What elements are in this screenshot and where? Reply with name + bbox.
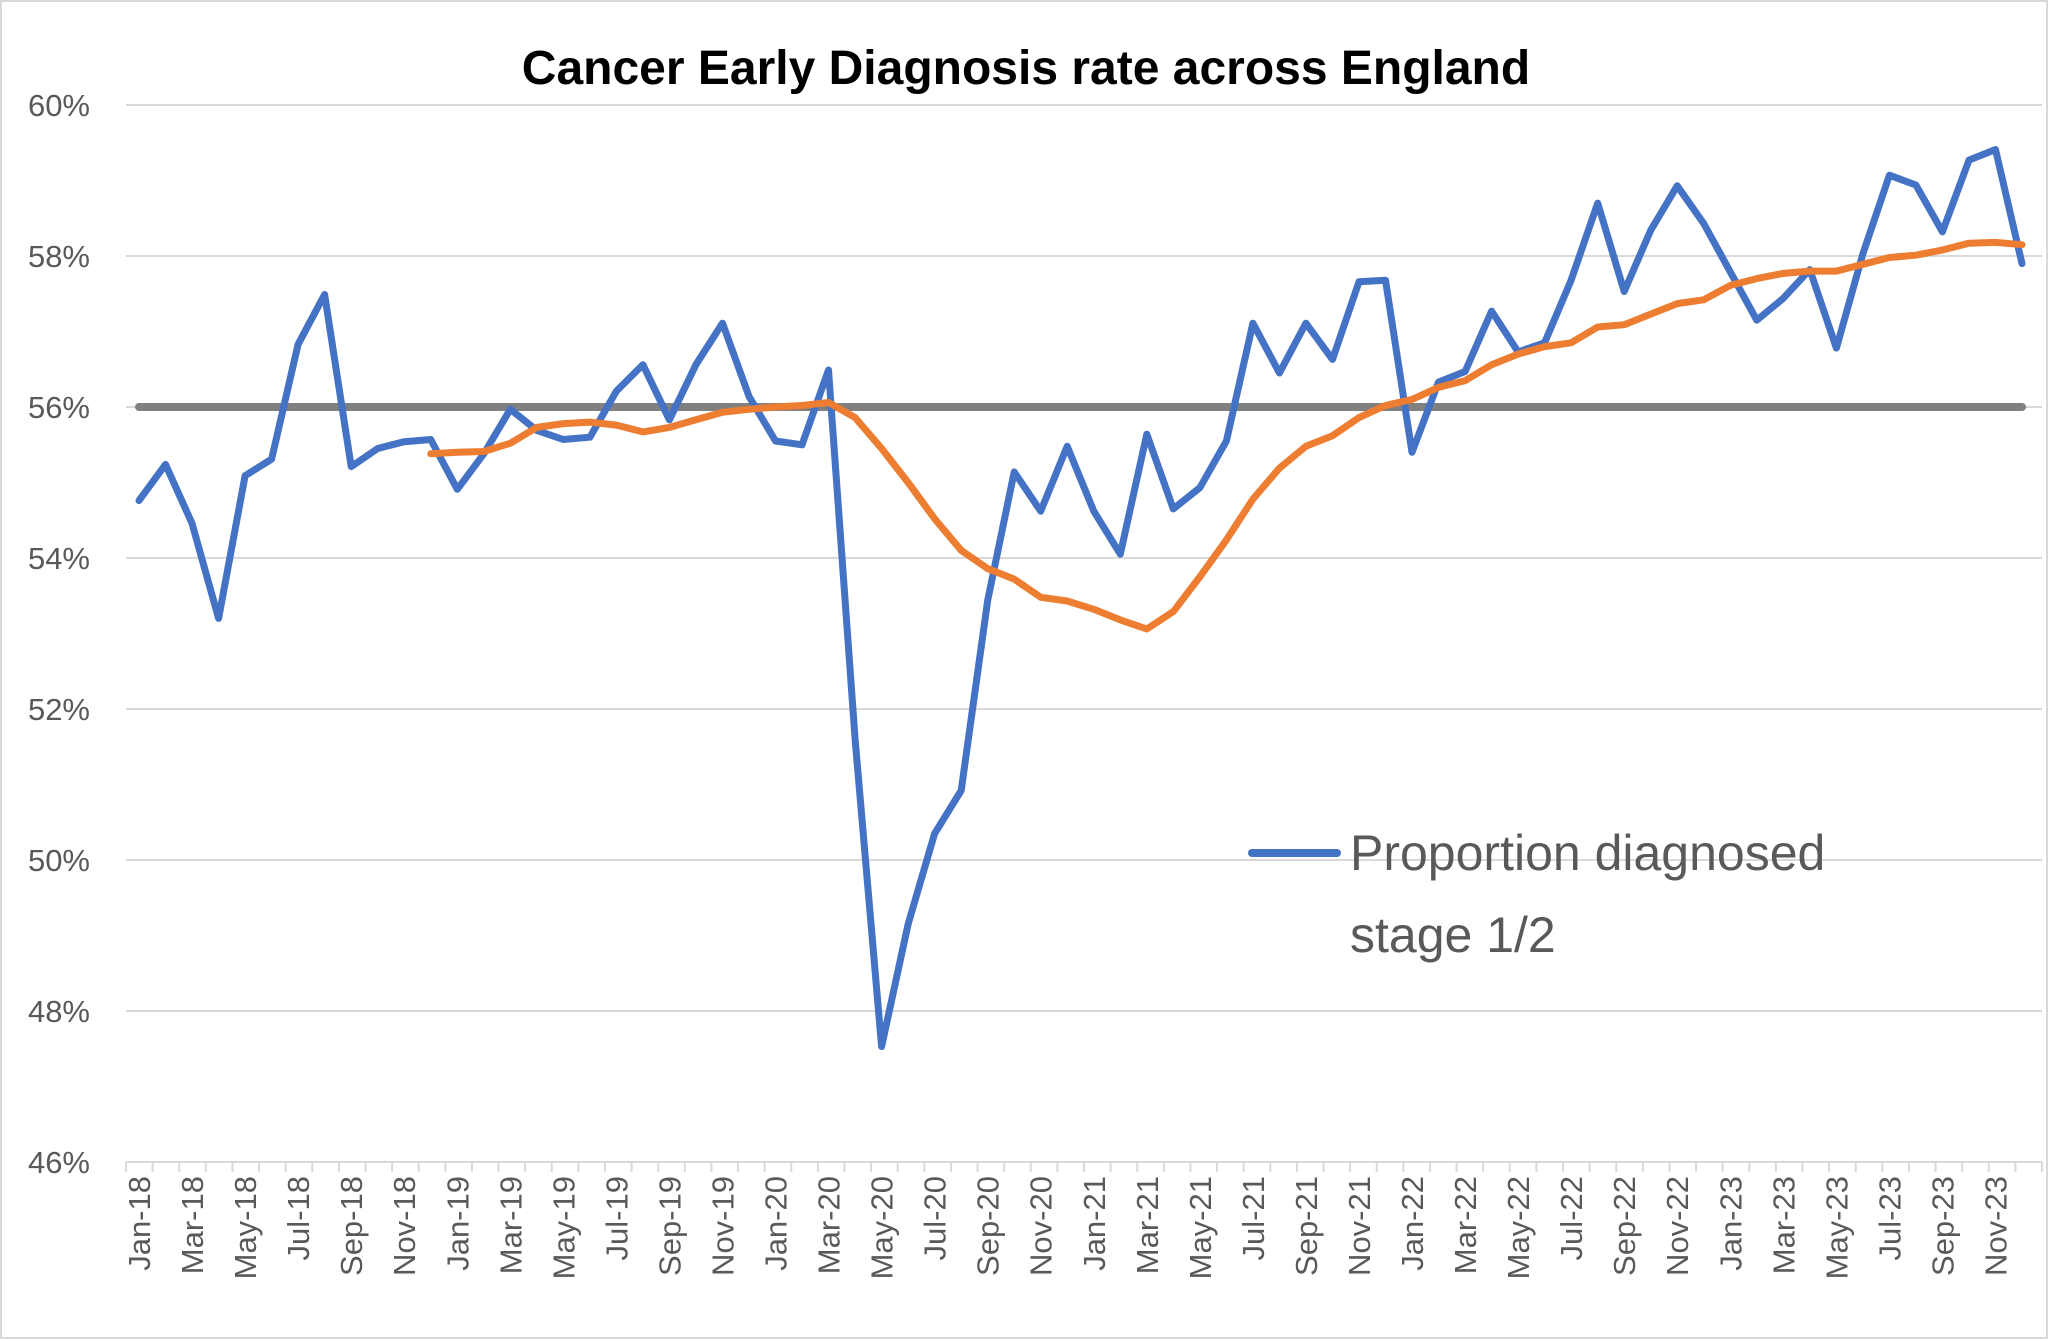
x-tick-label: May-19	[546, 1176, 581, 1279]
x-tick-label: Mar-22	[1448, 1176, 1483, 1274]
y-tick-label: 54%	[28, 541, 90, 576]
x-tick-label: May-23	[1819, 1176, 1854, 1279]
x-tick-label: Mar-20	[812, 1176, 847, 1274]
x-tick-label: Jul-23	[1872, 1176, 1907, 1260]
series-lines	[135, 146, 2026, 1050]
x-tick-label: Nov-18	[387, 1176, 422, 1276]
x-tick-label: Jul-19	[599, 1176, 634, 1260]
x-tick-label: Sep-18	[334, 1176, 369, 1276]
x-tick-label: May-22	[1501, 1176, 1536, 1279]
x-tick-label: Sep-20	[971, 1176, 1006, 1276]
x-tick-label: Jan-19	[440, 1176, 475, 1271]
chart-title: Cancer Early Diagnosis rate across Engla…	[522, 42, 1530, 95]
y-axis: 46% 48% 50% 52% 54% 56% 58% 60%	[28, 88, 90, 1180]
x-tick-label: Nov-20	[1024, 1176, 1059, 1276]
y-tick-label: 52%	[28, 692, 90, 727]
x-tick-label: May-20	[865, 1176, 900, 1279]
x-tick-label: Jan-18	[122, 1176, 157, 1271]
y-tick-label: 46%	[28, 1145, 90, 1180]
rolling-average-line	[427, 238, 2026, 633]
legend: Proportion diagnosed stage 1/2	[1248, 825, 1825, 963]
x-tick-label: Mar-23	[1766, 1176, 1801, 1274]
x-tick-label: Nov-23	[1978, 1176, 2013, 1276]
x-axis: Jan-18 Mar-18 May-18 Jul-18 Sep-18 Nov-18 Jan-…	[122, 1161, 2043, 1279]
x-tick-label: Jan-21	[1077, 1176, 1112, 1271]
x-tick-label: Sep-19	[652, 1176, 687, 1276]
y-tick-label: 58%	[28, 239, 90, 274]
x-tick-label: Jul-22	[1554, 1176, 1589, 1260]
y-tick-label: 50%	[28, 843, 90, 878]
x-tick-label: May-18	[228, 1176, 263, 1279]
x-tick-label: Jul-18	[281, 1176, 316, 1260]
legend-label-line1: Proportion diagnosed	[1350, 825, 1825, 881]
x-tick-label: Jul-21	[1236, 1176, 1271, 1260]
x-tick-label: Sep-21	[1289, 1176, 1324, 1276]
stage-1-2-line	[135, 146, 2026, 1050]
x-tick-label: Sep-22	[1607, 1176, 1642, 1276]
x-tick-label: Nov-19	[705, 1176, 740, 1276]
x-tick-label: Mar-21	[1130, 1176, 1165, 1274]
legend-label-line2: stage 1/2	[1350, 907, 1556, 963]
x-tick-label: Jan-23	[1713, 1176, 1748, 1271]
x-tick-label: Sep-23	[1925, 1176, 1960, 1276]
x-tick-label: Mar-19	[493, 1176, 528, 1274]
x-tick-label: Nov-22	[1660, 1176, 1695, 1276]
x-tick-label: May-21	[1183, 1176, 1218, 1279]
x-tick-label: Nov-21	[1342, 1176, 1377, 1276]
x-tick-label: Jan-20	[759, 1176, 794, 1271]
x-tick-label: Jan-22	[1395, 1176, 1430, 1271]
y-tick-label: 60%	[28, 88, 90, 123]
x-tick-label: Jul-20	[918, 1176, 953, 1260]
y-tick-label: 56%	[28, 390, 90, 425]
y-tick-label: 48%	[28, 994, 90, 1029]
x-tick-label: Mar-18	[175, 1176, 210, 1274]
